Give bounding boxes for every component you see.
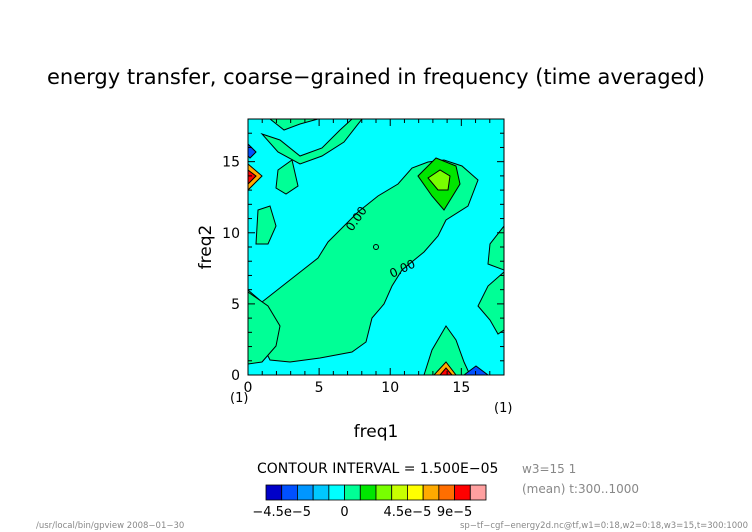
colorbar-swatch: [469, 484, 487, 501]
contour-fill-max-inner: [427, 169, 451, 191]
colorbar-swatch: [359, 484, 377, 501]
chart-title: energy transfer, coarse−grained in frequ…: [47, 65, 705, 89]
colorbar-swatch: [407, 484, 424, 501]
colorbar-label: 0: [340, 505, 348, 520]
contour-fill-positive-band: [248, 159, 479, 363]
colorbar-swatch: [454, 484, 471, 501]
x-axis-unit: (1): [230, 391, 248, 406]
contour-fill-right-lower: [477, 271, 504, 335]
contour-fill-left-lobe: [275, 159, 299, 195]
x-axis: 0 5 10 15: [244, 119, 505, 396]
x-tick-label: 15: [452, 380, 470, 396]
contour-fill-lower-left: [248, 291, 281, 365]
colorbar-label: 4.5e−5: [384, 505, 432, 520]
contour-fill-right-upper: [487, 225, 504, 271]
variable-info-line2: (mean) t:300..1000: [522, 482, 639, 496]
y-tick-label: 5: [231, 297, 240, 313]
x-tick-label: 10: [381, 380, 399, 396]
colorbar-swatch: [297, 484, 314, 501]
contour-fill-bottom-right: [423, 325, 471, 375]
y-axis-label: freq2: [196, 225, 216, 270]
contour-fill-bottom-positive-inner: [439, 367, 453, 375]
y-tick-label: 0: [231, 368, 240, 384]
x-tick-label: 0: [244, 380, 253, 396]
footer-left: /usr/local/bin/gpview 2008−01−30: [36, 521, 184, 531]
y-axis-unit: (1): [494, 401, 512, 416]
colorbar-swatch: [281, 484, 298, 501]
colorbar-swatch: [312, 484, 330, 501]
colorbar-swatch: [391, 484, 408, 501]
colorbar-swatch: [422, 484, 440, 501]
x-axis-label: freq1: [354, 422, 399, 442]
contour-fill-left-positive-inner: [248, 169, 257, 185]
contour-interval-text: CONTOUR INTERVAL = 1.500E−05: [257, 461, 498, 477]
contour-fill-left-mid: [255, 205, 277, 245]
contour-fill-top-middle: [260, 119, 363, 165]
plot-area: 0.00 0.00: [247, 118, 505, 376]
colorbar-label: 9e−5: [437, 505, 472, 520]
contour-fill-top-left: [269, 119, 319, 131]
contour-small-loop: [373, 244, 379, 250]
colorbar-swatch: [344, 484, 361, 501]
footer-right: sp−tf−cgf−energy2d.nc@tf,w1=0:18,w2=0:18…: [460, 521, 748, 531]
variable-info-line1: w3=15 1: [522, 462, 576, 476]
y-tick-label: 15: [222, 155, 240, 171]
y-tick-label: 10: [222, 226, 240, 242]
y-axis: 0 5 10 15: [222, 118, 504, 384]
colorbar-swatch: [438, 484, 455, 501]
colorbar-label: −4.5e−5: [252, 505, 311, 520]
colorbar-swatch: [375, 484, 393, 501]
colorbar: [265, 484, 487, 501]
contour-fill-bottom-negative: [463, 365, 489, 375]
colorbar-swatch: [328, 484, 345, 501]
colorbar-labels: −4.5e−5 0 4.5e−5 9e−5: [252, 505, 472, 520]
colorbar-swatch: [265, 484, 283, 501]
x-tick-label: 5: [315, 380, 324, 396]
